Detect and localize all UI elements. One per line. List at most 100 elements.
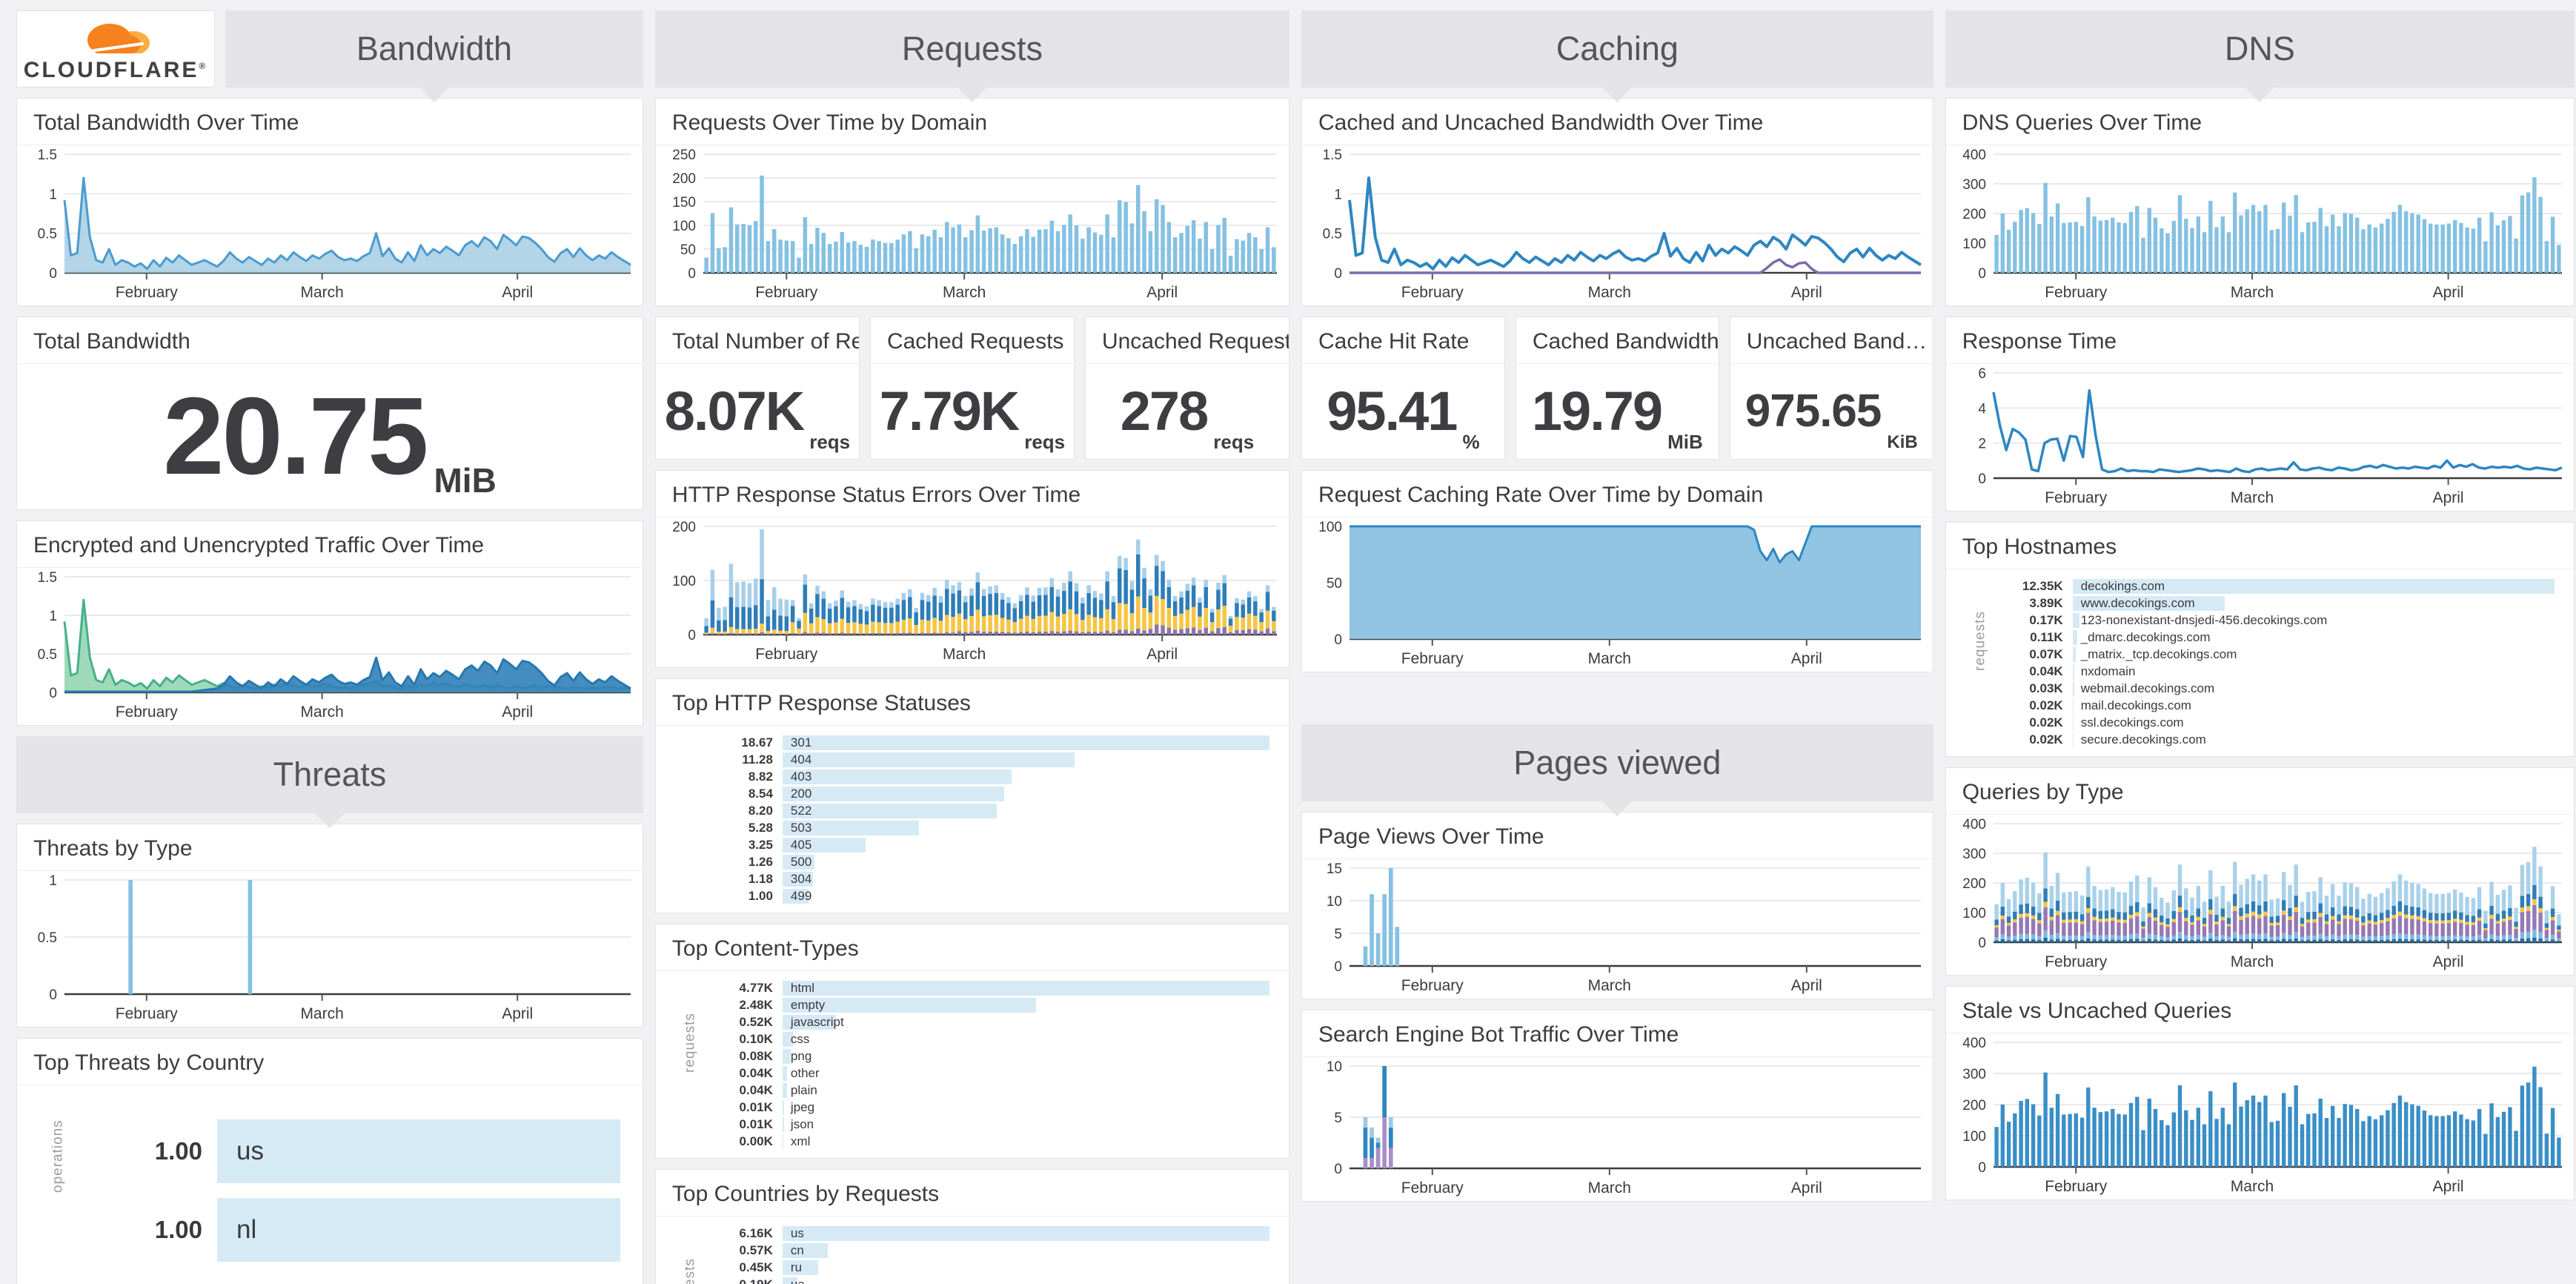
list-item-label: us xyxy=(236,1136,264,1165)
stat-number: 7.79K xyxy=(879,380,1020,442)
page-views-chart[interactable]: 0 5 10 15 February March April xyxy=(1302,859,1933,999)
list-item-label: ssl.decokings.com xyxy=(2080,715,2184,729)
svg-text:4: 4 xyxy=(1978,401,1986,417)
total-bandwidth-value: 20.75 MiB xyxy=(17,364,643,509)
svg-text:100: 100 xyxy=(1962,906,1986,921)
list-item: 2.48K empty xyxy=(715,997,1269,1013)
panel-title: Cached Bandwidth xyxy=(1516,317,1719,364)
list-item-bar xyxy=(782,871,813,887)
list-item-bar xyxy=(782,1031,793,1047)
list-item: 0.04K other xyxy=(715,1065,1269,1081)
panel-title: Top HTTP Response Statuses xyxy=(655,679,1289,726)
list-item-bar xyxy=(782,1065,787,1081)
svg-text:0: 0 xyxy=(1978,266,1986,282)
list-item-value: 8.20 xyxy=(748,803,773,818)
cloudflare-logo-text: CLOUDFLARE® xyxy=(23,58,208,82)
list-item-bar xyxy=(782,1082,787,1098)
list-item: 8.82 403 xyxy=(715,769,1269,784)
svg-text:5: 5 xyxy=(1334,1111,1342,1126)
svg-text:400: 400 xyxy=(1962,148,1986,163)
list-item-label: cn xyxy=(790,1242,804,1257)
list-item-value: 3.25 xyxy=(748,837,773,852)
list-item-label: 503 xyxy=(790,820,812,835)
svg-text:200: 200 xyxy=(672,520,696,535)
stat-unit: reqs xyxy=(1024,431,1066,453)
list-item-label: 522 xyxy=(790,803,812,818)
list-item-value: 0.19K xyxy=(739,1277,773,1284)
encrypted-traffic-chart[interactable]: 0 0.5 1 1.5 February March April xyxy=(17,568,643,725)
list-item-label: 403 xyxy=(790,769,812,784)
svg-text:100: 100 xyxy=(672,574,696,589)
svg-text:April: April xyxy=(1146,284,1178,301)
section-header-caching: Caching xyxy=(1301,10,1933,87)
svg-text:March: March xyxy=(2230,953,2273,970)
svg-text:0.5: 0.5 xyxy=(1323,227,1342,242)
stat-number: 278 xyxy=(1120,380,1209,442)
svg-text:March: March xyxy=(943,284,986,301)
list-item: 6.16K us xyxy=(715,1225,1269,1241)
svg-text:March: March xyxy=(1588,1179,1631,1197)
top-hostnames-list: requests 12.35K decokings.com 3.89K www.deco… xyxy=(1946,569,2574,756)
http-errors-chart[interactable]: 0 100 200 February March April xyxy=(656,517,1289,667)
stale-vs-uncached-chart[interactable]: 0 100 200 300 400 February March April xyxy=(1946,1033,2574,1199)
svg-text:200: 200 xyxy=(672,171,696,187)
panel-title: Encrypted and Unencrypted Traffic Over T… xyxy=(17,521,643,568)
dns-queries-chart[interactable]: 0 100 200 300 400 February March April xyxy=(1946,145,2574,305)
response-time-chart[interactable]: 0 2 4 6 February March April xyxy=(1946,364,2574,511)
list-item-value: 11.28 xyxy=(742,752,773,767)
list-item: 0.04K nxdomain xyxy=(2005,663,2555,679)
svg-text:1.5: 1.5 xyxy=(1323,148,1342,163)
svg-text:April: April xyxy=(1791,284,1822,301)
stat-unit: reqs xyxy=(809,431,851,453)
list-item-label: ru xyxy=(790,1260,803,1274)
column-caching: Caching Cached and Uncached Bandwidth Ov… xyxy=(1301,10,1933,1284)
list-item: 8.20 522 xyxy=(715,803,1269,818)
list-item-value: 1.00 xyxy=(154,1137,202,1165)
list-item-value: 5.28 xyxy=(748,820,773,835)
list-item-label: webmail.decokings.com xyxy=(2080,681,2215,695)
list-item-value: 0.17K xyxy=(2029,612,2063,627)
cached-uncached-bandwidth-chart[interactable]: 0 0.5 1 1.5 February March April xyxy=(1302,145,1933,305)
svg-text:1.5: 1.5 xyxy=(38,148,57,163)
list-item-label: 304 xyxy=(790,871,812,886)
svg-text:100: 100 xyxy=(672,219,696,234)
queries-by-type-chart[interactable]: 0 100 200 300 400 February March April xyxy=(1946,815,2574,975)
panel-title: HTTP Response Status Errors Over Time xyxy=(655,471,1289,517)
cached-bandwidth-value: 19.79 MiB xyxy=(1516,364,1719,459)
list-item: 1.00 nl xyxy=(99,1198,620,1262)
list-axis-label: requests xyxy=(682,1258,698,1284)
panel-title: Stale vs Uncached Queries xyxy=(1945,987,2574,1033)
svg-text:5: 5 xyxy=(1334,927,1342,942)
request-caching-rate-chart[interactable]: 0 50 100 February March April xyxy=(1302,517,1933,672)
column-requests: Requests Requests Over Time by Domain 0 5… xyxy=(654,10,1289,1284)
list-item-value: 0.03K xyxy=(2029,681,2063,695)
svg-text:February: February xyxy=(1401,284,1464,301)
svg-text:50: 50 xyxy=(1327,576,1342,592)
top-countries-list: requests6.16Kus0.57Kcn0.45Kru0.19Kua0.18… xyxy=(656,1217,1289,1284)
panel-title: Top Hostnames xyxy=(1945,523,2574,569)
requests-over-time-chart[interactable]: 0 50 100 150 200 250 February March April xyxy=(656,145,1289,305)
list-item-bar xyxy=(2072,629,2077,645)
cloudflare-cloud-icon xyxy=(77,24,154,59)
panel-http-errors: HTTP Response Status Errors Over Time 0 1… xyxy=(654,470,1289,668)
bot-traffic-chart[interactable]: 0 5 10 February March April xyxy=(1302,1057,1933,1201)
panel-response-time: Response Time 0 2 4 6 February March April xyxy=(1945,317,2575,512)
list-item-value: 4.77K xyxy=(739,980,773,995)
svg-text:February: February xyxy=(2045,489,2108,506)
list-item-bar xyxy=(782,752,1075,767)
svg-text:February: February xyxy=(2045,284,2108,301)
svg-text:February: February xyxy=(116,284,179,301)
list-item: 5.28 503 xyxy=(715,820,1269,835)
list-item-value: 0.00K xyxy=(739,1134,773,1148)
list-item-bar xyxy=(2072,595,2225,611)
list-item-bar xyxy=(782,1277,798,1284)
panel-title: Total Number of Re… xyxy=(655,317,859,364)
threats-by-type-chart[interactable]: 0 0.5 1 February March April xyxy=(17,871,643,1027)
list-item-bar xyxy=(2072,646,2076,662)
list-item-label: 404 xyxy=(790,752,812,767)
svg-text:200: 200 xyxy=(1962,876,1986,892)
list-item-bar xyxy=(782,888,809,904)
total-bandwidth-over-time-chart[interactable]: 0 0.5 1 1.5 February March April xyxy=(17,145,643,305)
svg-text:March: March xyxy=(300,1005,343,1022)
list-item-label: 200 xyxy=(790,786,812,801)
